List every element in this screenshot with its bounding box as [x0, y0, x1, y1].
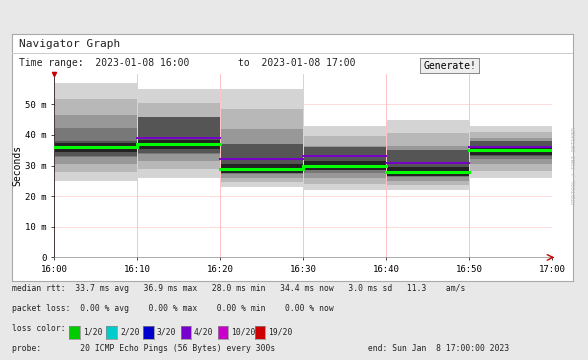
Bar: [138, 103, 220, 170]
Bar: [303, 147, 386, 168]
Text: to  2023-01-08 17:00: to 2023-01-08 17:00: [238, 58, 356, 68]
Bar: [470, 146, 552, 155]
Bar: [303, 126, 386, 190]
Bar: [220, 89, 303, 187]
Bar: [220, 109, 303, 183]
Bar: [55, 128, 136, 157]
Text: packet loss:  0.00 % avg    0.00 % max    0.00 % min    0.00 % now: packet loss: 0.00 % avg 0.00 % max 0.00 …: [12, 304, 333, 313]
Bar: [55, 115, 136, 164]
Text: 4/20: 4/20: [194, 327, 213, 336]
Text: 2/20: 2/20: [120, 327, 139, 336]
Bar: [138, 117, 220, 161]
Text: Time range:  2023-01-08 16:00: Time range: 2023-01-08 16:00: [19, 58, 189, 68]
Bar: [386, 146, 469, 181]
Text: 10/20: 10/20: [231, 327, 255, 336]
Bar: [303, 154, 386, 173]
Y-axis label: Seconds: Seconds: [12, 145, 22, 186]
Text: probe:        20 ICMP Echo Pings (56 Bytes) every 300s                   end: Su: probe: 20 ICMP Echo Pings (56 Bytes) eve…: [12, 344, 509, 353]
Text: RRDTOOL / TOBI OETIKER: RRDTOOL / TOBI OETIKER: [572, 127, 577, 204]
Bar: [386, 120, 469, 190]
Bar: [386, 133, 469, 185]
Bar: [470, 143, 552, 158]
Text: 3/20: 3/20: [157, 327, 176, 336]
Bar: [55, 141, 136, 156]
Bar: [303, 136, 386, 184]
Bar: [138, 140, 220, 149]
Text: Navigator Graph: Navigator Graph: [19, 39, 120, 49]
Bar: [55, 99, 136, 172]
Bar: [386, 156, 469, 177]
Bar: [470, 141, 552, 156]
Text: Generate!: Generate!: [423, 60, 476, 71]
Bar: [138, 89, 220, 178]
Bar: [220, 145, 303, 174]
Text: loss color:: loss color:: [12, 324, 65, 333]
Bar: [55, 143, 136, 152]
Bar: [303, 146, 386, 178]
Bar: [470, 138, 552, 164]
Bar: [303, 161, 386, 170]
Bar: [220, 144, 303, 172]
Bar: [138, 117, 220, 153]
Bar: [220, 129, 303, 178]
Bar: [386, 167, 469, 176]
Bar: [386, 150, 469, 175]
Bar: [138, 128, 220, 154]
Text: 1/20: 1/20: [83, 327, 102, 336]
Text: 19/20: 19/20: [268, 327, 292, 336]
Bar: [220, 164, 303, 173]
Bar: [470, 126, 552, 178]
Text: median rtt:  33.7 ms avg   36.9 ms max   28.0 ms min   34.4 ms now   3.0 ms sd  : median rtt: 33.7 ms avg 36.9 ms max 28.0…: [12, 284, 465, 293]
Bar: [55, 83, 136, 181]
Bar: [470, 132, 552, 171]
